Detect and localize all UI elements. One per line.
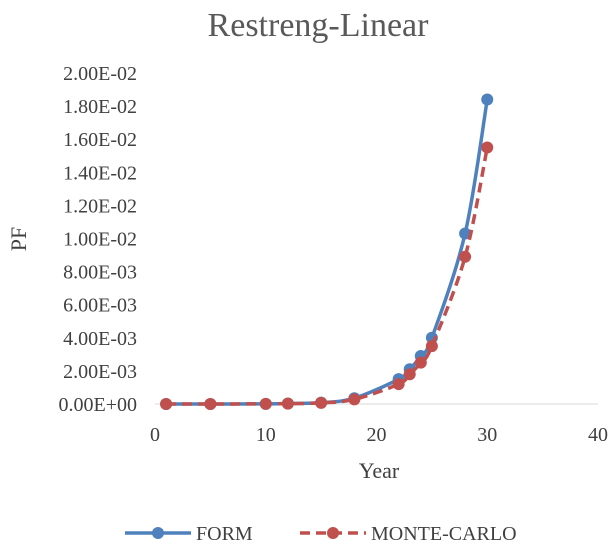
x-tick-label: 30 (477, 424, 497, 446)
y-tick-label: 1.20E-02 (63, 195, 137, 217)
data-point-monte-carlo (459, 250, 472, 263)
data-point-monte-carlo (348, 393, 361, 406)
data-point-monte-carlo (204, 398, 217, 410)
legend-marker-form (152, 527, 164, 539)
y-tick-label: 0.00E+00 (59, 394, 138, 416)
legend-label-monte-carlo: MONTE-CARLO (371, 523, 517, 545)
data-point-monte-carlo (259, 397, 272, 410)
data-point-monte-carlo (403, 368, 416, 381)
legend: FORM MONTE-CARLO (125, 523, 517, 545)
y-tick-label: 1.00E-02 (63, 229, 137, 251)
series-line-form (166, 99, 489, 406)
y-tick-label: 2.00E-03 (63, 361, 137, 383)
series-layer (160, 93, 494, 410)
x-tick-label: 0 (150, 424, 160, 446)
data-point-monte-carlo (425, 340, 438, 353)
data-point-form (481, 93, 494, 106)
x-axis-title: Year (359, 458, 400, 483)
y-axis-tick-labels: 0.00E+00 2.00E-03 4.00E-03 6.00E-03 8.00E-03… (59, 63, 138, 416)
y-tick-label: 2.00E-02 (63, 63, 137, 85)
series-line-monte-carlo (166, 147, 489, 406)
x-tick-label: 10 (256, 424, 276, 446)
x-tick-label: 20 (367, 424, 387, 446)
data-point-monte-carlo (481, 141, 494, 154)
chart-title: Restreng-Linear (208, 7, 430, 44)
y-tick-label: 1.60E-02 (63, 129, 137, 151)
legend-label-form: FORM (196, 523, 253, 545)
data-point-monte-carlo (414, 356, 427, 369)
data-point-monte-carlo (315, 396, 328, 409)
legend-marker-monte-carlo (327, 527, 339, 539)
y-tick-label: 4.00E-03 (63, 328, 137, 350)
data-point-monte-carlo (281, 397, 294, 410)
x-axis-tick-labels: 0 10 20 30 40 (150, 424, 608, 446)
data-point-monte-carlo (160, 398, 173, 410)
x-tick-label: 40 (588, 424, 608, 446)
data-point-monte-carlo (392, 378, 405, 391)
y-axis-title: PF (6, 227, 31, 251)
y-tick-label: 8.00E-03 (63, 262, 137, 284)
y-tick-label: 6.00E-03 (63, 295, 137, 317)
data-point-form (459, 227, 472, 240)
y-tick-label: 1.40E-02 (63, 162, 137, 184)
y-tick-label: 1.80E-02 (63, 96, 137, 118)
